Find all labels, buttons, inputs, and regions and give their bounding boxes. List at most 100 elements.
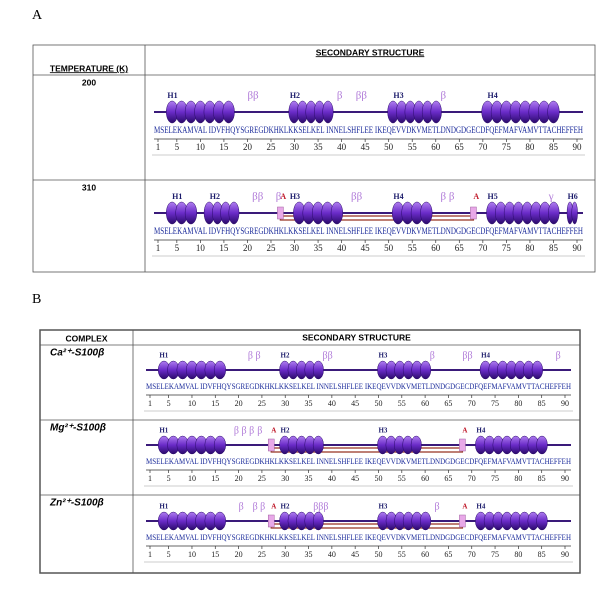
ruler-number: 15	[219, 142, 229, 152]
ruler-number: 20	[235, 474, 243, 483]
structure-label: A	[473, 192, 479, 201]
structure-label: H6	[568, 192, 578, 201]
ruler-number: 1	[148, 550, 152, 559]
structure-label: H3	[290, 192, 300, 201]
helix-turn	[213, 511, 226, 531]
ruler-number: 50	[374, 474, 382, 483]
table-border	[32, 44, 596, 273]
structure-label: A	[280, 192, 286, 201]
structure-label: H1	[159, 503, 168, 511]
row-label: 200	[82, 77, 96, 87]
structure-label: H4	[488, 91, 498, 100]
ruler-number: 75	[491, 399, 499, 408]
ruler-number: 75	[502, 243, 512, 253]
ruler-number: 25	[258, 474, 266, 483]
structure-label: H3	[378, 352, 387, 360]
column-header: TEMPERATURE (K)	[50, 63, 128, 73]
ruler-number: 20	[243, 243, 253, 253]
ruler-number: 5	[175, 142, 180, 152]
ruler-number: 90	[561, 399, 569, 408]
structure-label: ββ	[351, 191, 363, 203]
ruler-number: 30	[290, 142, 300, 152]
structure-label: H4	[476, 503, 485, 511]
ruler-number: 80	[514, 399, 522, 408]
ruler-number: 40	[337, 142, 347, 152]
ruler-number: 85	[549, 142, 559, 152]
ruler-number: 70	[468, 474, 476, 483]
helix-turn	[410, 435, 422, 455]
ruler-number: 35	[314, 243, 324, 253]
ruler-number: 85	[549, 243, 559, 253]
sequence: MSELEKAMVAL IDVFHQYSGREGDKHKLKKSELKEL IN…	[146, 381, 571, 391]
helix-turn	[571, 201, 578, 225]
structure-label: H1	[159, 427, 168, 435]
structure-label: A	[462, 503, 467, 511]
ruler-number: 60	[431, 142, 441, 152]
structure-label: H2	[281, 427, 290, 435]
sequence: MSELEKAMVAL IDVFHQYSGREGDKHKLKKSELKEL IN…	[154, 126, 583, 136]
strand-box	[459, 438, 466, 452]
sequence: MSELEKAMVAL IDVFHQYSGREGDKHKLKKSELKEL IN…	[146, 532, 571, 542]
ruler-number: 70	[478, 142, 488, 152]
ruler-number: 1	[156, 142, 161, 152]
ruler-number: 80	[514, 474, 522, 483]
ruler-number: 35	[305, 399, 313, 408]
ruler-number: 15	[219, 243, 229, 253]
ruler-number: 70	[468, 550, 476, 559]
structure-label: ββ	[252, 191, 264, 203]
helix-turn	[312, 435, 324, 455]
strand-box	[267, 514, 275, 528]
structure-label: ββ	[462, 350, 472, 361]
structure-label: β β	[440, 191, 454, 203]
ruler-number: 60	[421, 474, 429, 483]
column-header: COMPLEX	[65, 333, 107, 343]
ruler-number: 15	[211, 474, 219, 483]
ruler-number: 50	[374, 550, 382, 559]
ruler-number: 85	[538, 399, 546, 408]
ruler-number: 20	[243, 142, 253, 152]
structure-label: β	[257, 425, 262, 436]
helix-turn	[420, 201, 433, 225]
ruler-number: 85	[538, 474, 546, 483]
structure-label: β	[440, 90, 446, 102]
ruler-number: 65	[455, 243, 465, 253]
ruler-number: 70	[468, 399, 476, 408]
ruler-number: 65	[444, 474, 452, 483]
ruler-number: 35	[314, 142, 324, 152]
structure-label: ββ	[356, 90, 368, 102]
structure-label: H3	[393, 91, 403, 100]
structure-label: H2	[210, 192, 220, 201]
ruler-number: 10	[196, 142, 206, 152]
ruler-number: 55	[408, 142, 418, 152]
ruler-number: 45	[361, 243, 371, 253]
ruler-number: 80	[525, 243, 535, 253]
sequence: MSELEKAMVAL IDVFHQYSGREGDKHKLKKSELKEL IN…	[154, 227, 583, 237]
ruler-number: 40	[328, 399, 336, 408]
panel-label: A	[32, 8, 43, 23]
ruler-number: 55	[398, 550, 406, 559]
structure-label: βββ	[313, 501, 328, 512]
helix-turn	[536, 435, 548, 455]
helix-turn	[312, 360, 324, 380]
helix-turn	[419, 360, 432, 380]
column-header: SECONDARY STRUCTURE	[316, 47, 425, 57]
helix-turn	[430, 100, 442, 124]
structure-label: γ	[548, 191, 554, 203]
strand-box	[277, 206, 284, 220]
ruler-number: 20	[235, 399, 243, 408]
structure-label: H3	[378, 503, 387, 511]
ruler-number: 10	[196, 243, 206, 253]
helix-turn	[330, 201, 343, 225]
ruler-number: 70	[478, 243, 488, 253]
ruler-number: 45	[351, 399, 359, 408]
ruler-number: 55	[398, 399, 406, 408]
structure-label: H4	[481, 352, 490, 360]
structure-label: ββ	[323, 350, 333, 361]
ruler-number: 30	[281, 550, 289, 559]
ruler-number: 30	[290, 243, 300, 253]
ruler-number: 20	[235, 550, 243, 559]
ruler-number: 10	[188, 474, 196, 483]
helix-turn	[322, 100, 334, 124]
ruler-number: 25	[258, 550, 266, 559]
